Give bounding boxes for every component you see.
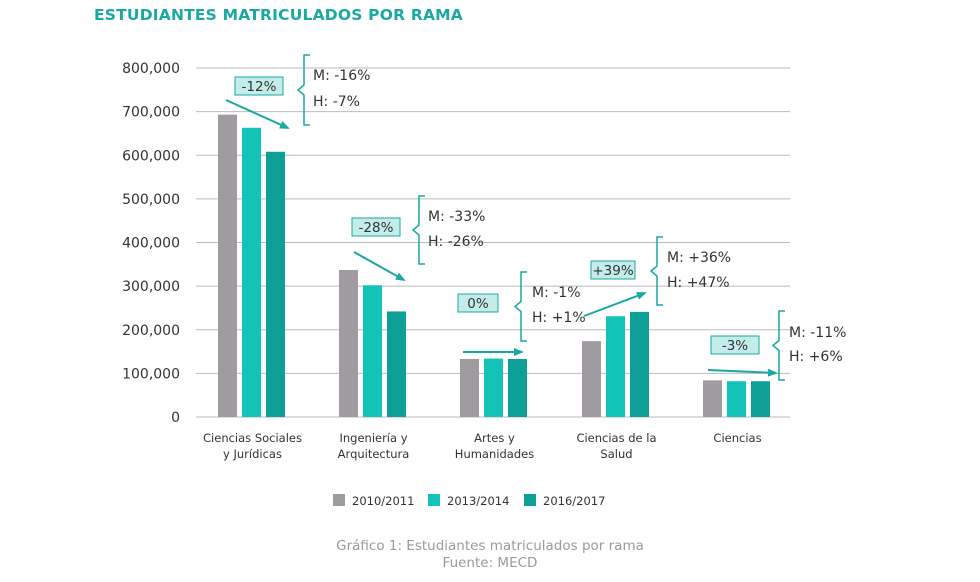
women-change-label: M: -11% — [789, 325, 846, 341]
y-tick-label: 400,000 — [122, 236, 180, 252]
annotation: 0% M: -1% H: +1% — [457, 271, 586, 356]
change-badge — [234, 76, 284, 96]
trend-arrow — [707, 368, 778, 377]
bar — [339, 269, 358, 417]
y-axis-ticks: 0 100,000 200,000 300,000 400,000 500,000 600,… — [122, 61, 180, 426]
category-label: Ingeniería y Arquitectura — [338, 431, 410, 461]
y-tick-label: 200,000 — [122, 323, 180, 339]
annotation: -3% M: -11% H: +6% — [707, 310, 846, 381]
men-change-label: H: -26% — [428, 234, 484, 250]
y-tick-label: 700,000 — [122, 105, 180, 121]
category-label: Ciencias Sociales y Jurídicas — [203, 431, 302, 461]
caption-line-2: Fuente: MECD — [442, 555, 538, 571]
y-tick-label: 600,000 — [122, 148, 180, 164]
bracket — [649, 236, 663, 306]
change-badge-label: -3% — [722, 338, 748, 354]
change-badge — [590, 260, 636, 280]
bar — [703, 380, 722, 417]
caption-line-1: Gráfico 1: Estudiantes matriculados por … — [336, 538, 644, 554]
legend-label: 2013/2014 — [447, 494, 509, 508]
women-change-label: M: -16% — [313, 68, 370, 84]
women-change-label: M: -33% — [428, 209, 485, 225]
bars — [218, 114, 770, 418]
category-label: Ciencias — [713, 431, 761, 445]
legend-item: 2016/2017 — [524, 494, 605, 508]
y-tick-label: 0 — [171, 410, 180, 426]
trend-arrow — [225, 99, 290, 129]
men-change-label: H: +6% — [789, 349, 843, 365]
annotation: -12% M: -16% H: -7% — [225, 54, 370, 129]
change-badge — [351, 217, 401, 237]
y-tick-label: 500,000 — [122, 192, 180, 208]
change-badge-label: -12% — [242, 79, 277, 95]
y-tick-label: 100,000 — [122, 366, 180, 382]
annotation: -28% M: -33% H: -26% — [351, 195, 485, 281]
men-change-label: H: +47% — [667, 275, 730, 291]
change-badge-label: -28% — [359, 220, 394, 236]
bar — [218, 114, 237, 418]
legend-swatch — [333, 494, 345, 506]
bar — [460, 358, 479, 417]
bar — [484, 358, 503, 417]
y-tick-label: 800,000 — [122, 61, 180, 77]
annotations: -12% M: -16% H: -7% -28% M: -33% H: -26% 0% M: … — [225, 54, 846, 381]
bar — [508, 358, 527, 417]
bar — [266, 151, 285, 417]
caption: Gráfico 1: Estudiantes matriculados por … — [0, 538, 980, 572]
bar — [242, 127, 261, 418]
legend-label: 2010/2011 — [352, 494, 414, 508]
trend-arrow — [353, 251, 406, 281]
legend: 2010/2011 2013/2014 2016/2017 — [333, 494, 605, 508]
trend-arrow — [583, 292, 647, 317]
legend-swatch — [428, 494, 440, 506]
legend-item: 2010/2011 — [333, 494, 414, 508]
bar — [387, 311, 406, 417]
category-label: Artes y Humanidades — [455, 431, 534, 461]
chart-title: ESTUDIANTES MATRICULADOS POR RAMA — [94, 6, 463, 24]
category-label: Ciencias de la Salud — [576, 431, 656, 461]
bar — [727, 381, 746, 417]
legend-label: 2016/2017 — [543, 494, 605, 508]
bar — [363, 285, 382, 417]
annotation: +39% M: +36% H: +47% — [583, 236, 731, 317]
x-axis-categories: Ciencias Sociales y Jurídicas Ingeniería y… — [203, 431, 762, 461]
men-change-label: H: -7% — [313, 94, 360, 110]
y-tick-label: 300,000 — [122, 279, 180, 295]
bar — [751, 381, 770, 417]
women-change-label: M: -1% — [532, 285, 581, 301]
bar — [606, 316, 625, 417]
bracket — [771, 310, 785, 381]
men-change-label: H: +1% — [532, 310, 586, 326]
women-change-label: M: +36% — [667, 250, 731, 266]
change-badge-label: 0% — [467, 296, 489, 312]
change-badge — [457, 293, 499, 313]
change-badge-label: +39% — [592, 263, 633, 279]
change-badge — [710, 335, 760, 355]
bar — [582, 341, 601, 417]
bar — [630, 311, 649, 417]
bracket — [296, 54, 310, 126]
bracket — [513, 271, 527, 342]
legend-item: 2013/2014 — [428, 494, 509, 508]
legend-swatch — [524, 494, 536, 506]
bar-chart: 0 100,000 200,000 300,000 400,000 500,000 600,… — [122, 54, 846, 508]
bracket — [411, 195, 425, 265]
